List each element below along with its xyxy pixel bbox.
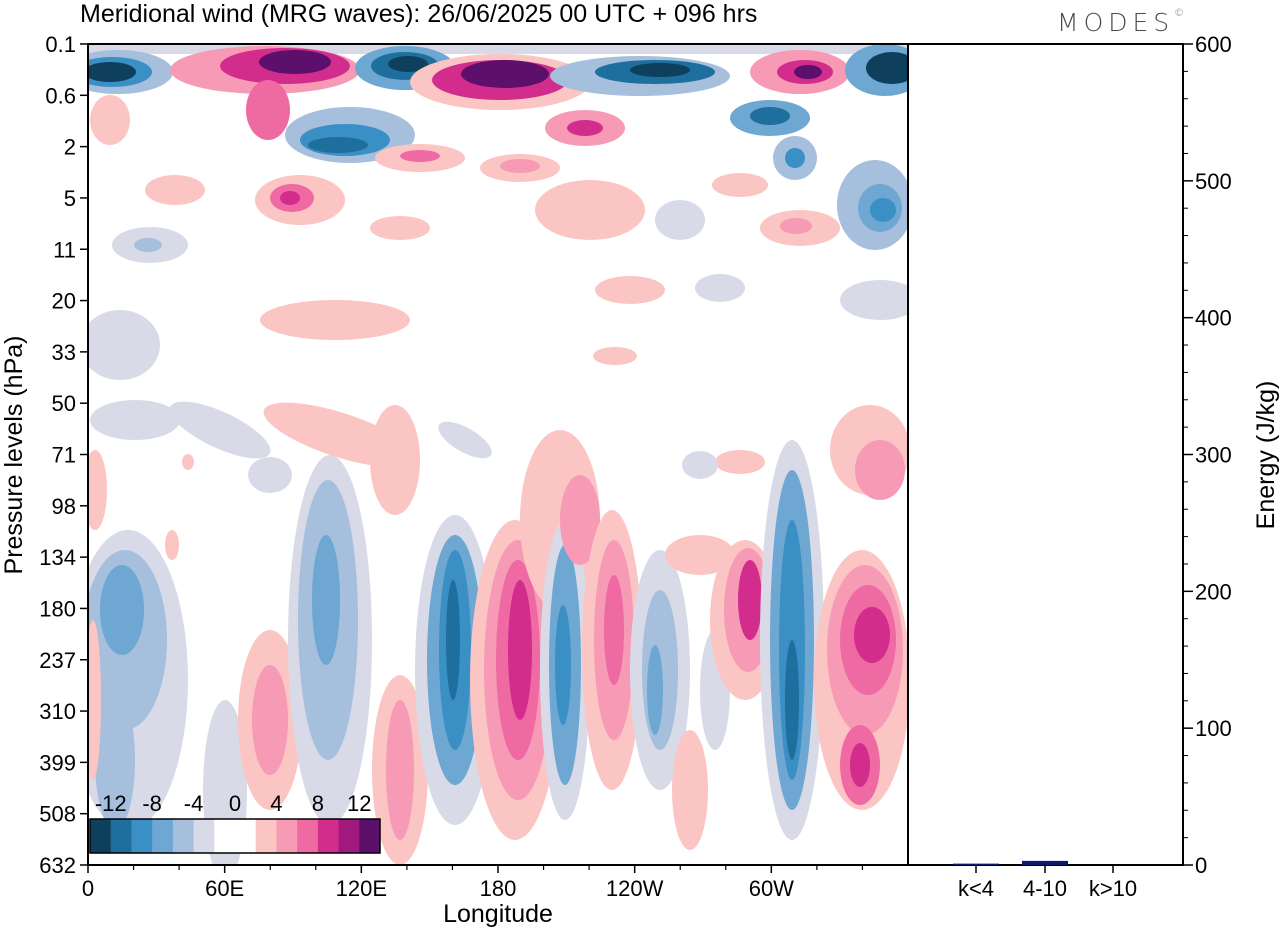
y-tick-label: 632 bbox=[39, 853, 76, 878]
y-tick-label: 5 bbox=[64, 186, 76, 211]
energy-tick-label: 0 bbox=[1195, 853, 1207, 878]
x-tick-label: 0 bbox=[82, 876, 94, 901]
colorbar-swatch bbox=[317, 819, 340, 853]
colorbar-swatch bbox=[131, 819, 153, 853]
y-tick-label: 0.1 bbox=[45, 32, 76, 57]
y-tick-label: 33 bbox=[52, 340, 76, 365]
x-tick-label: 60E bbox=[205, 876, 244, 901]
logo-copyright-mark: © bbox=[1174, 8, 1185, 19]
energy-tick-label: 600 bbox=[1195, 32, 1232, 57]
colorbar-label: 12 bbox=[347, 791, 371, 816]
y-tick-label: 399 bbox=[39, 750, 76, 775]
colorbar-swatch bbox=[214, 819, 236, 853]
colorbar-label: 0 bbox=[229, 791, 241, 816]
energy-tick-label: 200 bbox=[1195, 579, 1232, 604]
wind-contour-field bbox=[88, 44, 908, 865]
energy-axis-label: Energy (J/kg) bbox=[1252, 381, 1280, 530]
colorbar-swatch bbox=[297, 819, 319, 853]
longitude-axis: 0 60E 120E 180 120W 60W bbox=[82, 865, 864, 901]
y-tick-label: 0.6 bbox=[45, 83, 76, 108]
upper-levels-contours bbox=[88, 44, 908, 304]
energy-axis: 0 100 200 300 400 500 600 bbox=[1183, 32, 1232, 878]
x-tick-label: 60W bbox=[749, 876, 794, 901]
bar-category-label: k<4 bbox=[958, 876, 994, 901]
y-tick-label: 180 bbox=[39, 596, 76, 621]
colorbar-swatch bbox=[90, 819, 112, 853]
x-tick-label: 120E bbox=[336, 876, 387, 901]
y-tick-label: 2 bbox=[64, 135, 76, 160]
logo-text: MODES bbox=[1057, 8, 1175, 37]
y-tick-label: 98 bbox=[52, 494, 76, 519]
y-tick-label: 71 bbox=[52, 443, 76, 468]
colorbar-label: 8 bbox=[312, 791, 324, 816]
colorbar-swatch bbox=[276, 819, 298, 853]
colorbar-swatch bbox=[110, 819, 132, 853]
y-tick-label: 508 bbox=[39, 802, 76, 827]
colorbar-swatch bbox=[172, 819, 195, 853]
colorbar-swatch bbox=[152, 819, 174, 853]
colorbar bbox=[89, 818, 381, 854]
colorbar-label: 4 bbox=[270, 791, 282, 816]
y-tick-label: 50 bbox=[52, 391, 76, 416]
energy-tick-label: 300 bbox=[1195, 443, 1232, 468]
energy-tick-label: 400 bbox=[1195, 306, 1232, 331]
colorbar-swatch bbox=[255, 819, 277, 853]
energy-tick-label: 500 bbox=[1195, 169, 1232, 194]
colorbar-swatch bbox=[338, 819, 360, 853]
colorbar-border bbox=[89, 818, 381, 854]
y-tick-label: 20 bbox=[52, 289, 76, 314]
energy-bar bbox=[1022, 860, 1068, 865]
bar-category-label: k>10 bbox=[1089, 876, 1137, 901]
x-tick-label: 180 bbox=[480, 876, 517, 901]
x-tick-label: 120W bbox=[606, 876, 664, 901]
energy-panel-frame bbox=[907, 43, 1184, 866]
energy-bars: k<4 4-10 k>10 bbox=[953, 860, 1137, 901]
energy-bar bbox=[953, 863, 999, 865]
bar-category-label: 4-10 bbox=[1023, 876, 1067, 901]
pressure-axis: 0.1 0.6 2 5 11 20 33 50 71 98 134 180 237 310 399 508 63… bbox=[39, 32, 88, 878]
y-tick-label: 310 bbox=[39, 699, 76, 724]
mid-levels-contours bbox=[88, 280, 908, 530]
colorbar-labels: -12 -8 -4 0 4 8 12 bbox=[95, 791, 372, 816]
y-tick-label: 134 bbox=[39, 545, 76, 570]
colorbar-swatch bbox=[359, 819, 381, 853]
colorbar-label: -8 bbox=[142, 791, 162, 816]
modes-logo: MODES© bbox=[1057, 8, 1184, 37]
x-axis-label: Longitude bbox=[443, 900, 553, 928]
y-tick-label: 237 bbox=[39, 648, 76, 673]
colorbar-swatch bbox=[235, 819, 257, 853]
energy-tick-label: 100 bbox=[1195, 716, 1232, 741]
colorbar-label: -4 bbox=[184, 791, 204, 816]
lower-levels-contours bbox=[88, 405, 908, 865]
colorbar-label: -12 bbox=[95, 791, 127, 816]
y-axis-label: Pressure levels (hPa) bbox=[0, 336, 28, 575]
y-tick-label: 11 bbox=[53, 237, 76, 262]
chart-title: Meridional wind (MRG waves): 26/06/2025 … bbox=[80, 0, 758, 28]
colorbar-swatch bbox=[193, 819, 215, 853]
